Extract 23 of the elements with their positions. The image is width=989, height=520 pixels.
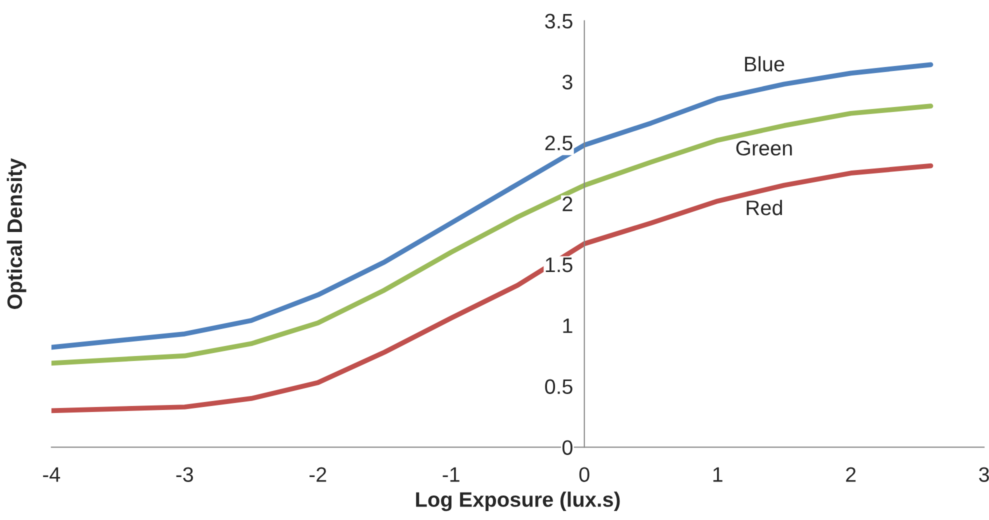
line-series bbox=[51, 163, 934, 414]
x-tick-label: -4 bbox=[43, 467, 60, 482]
x-tick-label: -1 bbox=[442, 467, 460, 482]
y-tick-label: 2 bbox=[562, 196, 572, 212]
y-axis-title: Optical Density bbox=[6, 158, 26, 309]
x-axis-title: Log Exposure (lux.s) bbox=[416, 492, 620, 512]
y-tick-label: 0.5 bbox=[545, 379, 572, 394]
x-tick-label: 0 bbox=[579, 467, 590, 482]
x-tick-label: -2 bbox=[310, 467, 326, 482]
x-tick-label: 3 bbox=[979, 467, 989, 482]
y-tick-label: 1.5 bbox=[546, 258, 572, 272]
y-tick-label: 1 bbox=[563, 318, 572, 333]
series-label: Green bbox=[736, 140, 792, 156]
x-tick-label: -3 bbox=[176, 467, 194, 482]
x-tick-label: 2 bbox=[846, 467, 856, 482]
series-label: Red bbox=[746, 200, 782, 216]
line-series bbox=[51, 104, 934, 366]
series-label: Blue bbox=[745, 56, 784, 72]
y-tick-label: 3 bbox=[562, 74, 572, 90]
y-tick-label: 2.5 bbox=[545, 136, 572, 150]
y-tick-label: 0 bbox=[562, 440, 572, 455]
x-tick-label: 1 bbox=[713, 467, 722, 482]
y-tick-label: 3.5 bbox=[545, 14, 572, 29]
